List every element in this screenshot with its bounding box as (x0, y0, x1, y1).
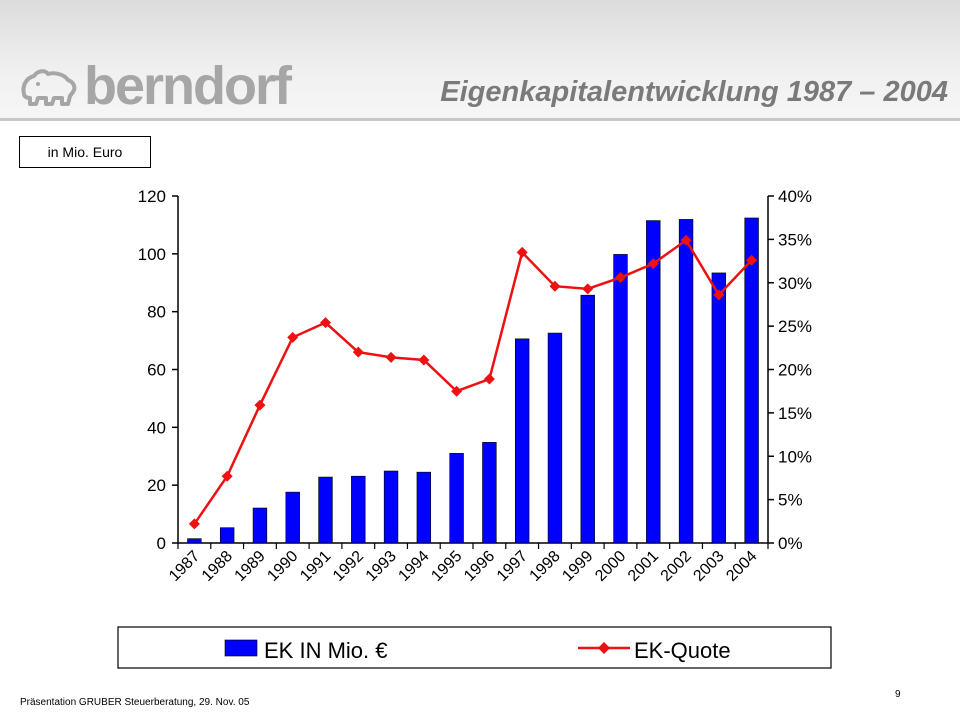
bar (678, 219, 694, 544)
header-band (0, 0, 960, 121)
bar (580, 294, 595, 544)
x-tick-label: 1987 (166, 548, 203, 585)
ek-quote-point (549, 280, 561, 292)
ek-quote-point (254, 399, 266, 411)
footer-text: Präsentation GRUBER Steuerberatung, 29. … (20, 697, 250, 708)
ek-quote-point (483, 373, 495, 385)
bar (744, 217, 759, 544)
x-tick-label: 1993 (363, 548, 400, 585)
bar (711, 272, 727, 544)
ek-quote-point (680, 234, 692, 246)
y-right-tick-label: 30% (778, 274, 812, 293)
ek-quote-point (320, 317, 331, 329)
ek-quote-point (582, 283, 594, 295)
y-right-tick-label: 0% (778, 534, 803, 553)
bar (219, 527, 235, 544)
x-tick-label: 1994 (395, 548, 432, 585)
y-left-tick-label: 20 (147, 476, 166, 495)
logo-text: berndorf (84, 56, 292, 116)
legend-bar-swatch (224, 639, 258, 657)
x-tick-label: 2004 (723, 548, 760, 585)
bar (449, 453, 464, 544)
bar (351, 475, 366, 544)
ek-quote-point (516, 246, 528, 258)
x-tick-label: 1997 (494, 548, 531, 585)
ek-quote-point (615, 272, 626, 284)
x-tick-label: 1989 (232, 548, 269, 585)
y-right-tick-label: 10% (778, 447, 812, 466)
legend-line-marker (598, 642, 610, 654)
bear-logo-icon (21, 69, 77, 106)
x-tick-label: 2003 (690, 548, 727, 585)
bar (318, 476, 333, 544)
legend-bar-label: EK IN Mio. € (264, 638, 387, 663)
page-number: 9 (895, 689, 901, 700)
bar (482, 442, 497, 544)
ek-quote-point (188, 518, 200, 530)
x-tick-label: 1995 (428, 548, 465, 585)
x-tick-label: 1999 (559, 548, 596, 585)
unit-label: in Mio. Euro (19, 136, 151, 168)
x-tick-label: 1992 (330, 548, 367, 585)
y-right-tick-label: 20% (778, 361, 812, 380)
bar (514, 338, 530, 544)
ek-quote-point (451, 385, 463, 397)
ek-quote-point (385, 351, 397, 363)
x-tick-label: 2000 (592, 548, 629, 585)
y-right-tick-label: 25% (778, 317, 812, 336)
y-right-tick-label: 5% (778, 491, 803, 510)
slide-title: Eigenkapitalentwicklung 1987 – 2004 (440, 76, 948, 108)
y-left-tick-label: 100 (138, 245, 166, 264)
brand-logo: berndorf (18, 56, 292, 116)
bar (416, 471, 432, 544)
y-left-tick-label: 80 (147, 303, 166, 322)
x-tick-label: 1996 (461, 548, 498, 585)
y-left-tick-label: 40 (147, 418, 166, 437)
equity-chart: 0 20 40 60 80 100 120 0% 5% 10% 15% 20% 25% 30% 35% 40%… (117, 187, 832, 669)
ek-quote-point (713, 289, 725, 301)
bar (187, 538, 202, 544)
bar (252, 507, 268, 544)
ek-quote-point (221, 470, 233, 482)
legend-line-label: EK-Quote (634, 638, 731, 663)
bar (285, 491, 300, 544)
x-tick-label: 1998 (527, 548, 564, 585)
x-tick-label: 1991 (297, 548, 334, 585)
ek-quote-point (287, 331, 299, 343)
y-left-tick-label: 120 (138, 187, 166, 206)
y-right-tick-label: 15% (778, 404, 812, 423)
ek-quote-line (193, 238, 753, 525)
x-tick-label: 1990 (264, 548, 301, 585)
x-tick-label: 2001 (625, 548, 662, 585)
y-right-tick-label: 40% (778, 187, 812, 206)
bar (383, 470, 399, 544)
bar (613, 254, 628, 544)
ek-quote-point (647, 258, 659, 270)
ek-quote-point (352, 346, 364, 358)
ek-quote-point (418, 354, 430, 366)
y-right-tick-label: 35% (778, 230, 812, 249)
ek-quote-point (746, 254, 758, 266)
bar (646, 220, 661, 544)
y-left-tick-label: 0 (157, 534, 166, 553)
x-tick-label: 1988 (199, 548, 236, 585)
y-left-tick-label: 60 (147, 361, 166, 380)
bar (547, 332, 563, 544)
x-tick-label: 2002 (658, 548, 695, 585)
